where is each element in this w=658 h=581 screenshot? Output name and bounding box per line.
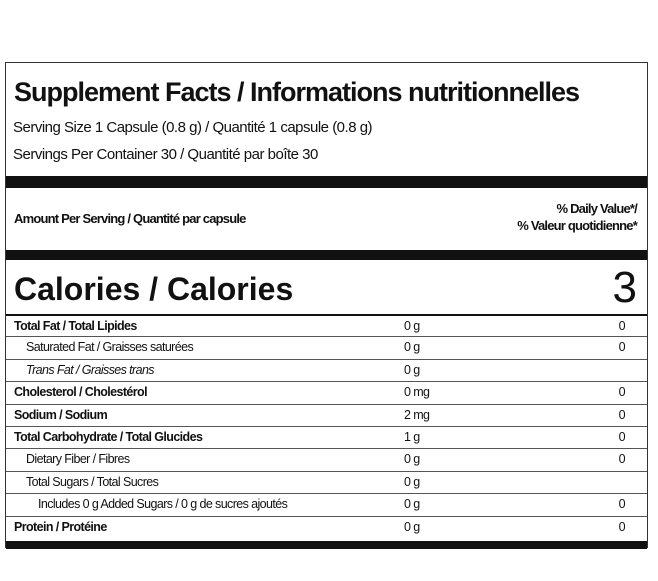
nutrient-name: Sodium / Sodium bbox=[14, 407, 108, 422]
nutrient-row: Sodium / Sodium 2 mg 0 bbox=[6, 403, 647, 427]
nutrient-row: Total Fat / Total Lipides 0 g 0 bbox=[6, 314, 647, 338]
nutrient-row: Saturated Fat / Graisses saturées 0 g 0 bbox=[6, 336, 647, 359]
nutrient-amount: 0 g bbox=[404, 519, 420, 534]
nutrient-dv: 0 bbox=[618, 319, 626, 333]
nutrient-row: Total Carbohydrate / Total Glucides 1 g 0 bbox=[6, 426, 647, 449]
nutrient-amount: 0 g bbox=[404, 340, 420, 355]
nutrient-row: Cholesterol / Cholestérol 0 mg 0 bbox=[6, 381, 647, 404]
nutrient-amount: 0 mg bbox=[404, 385, 430, 400]
dv-header: % Daily Value*/ bbox=[556, 201, 638, 216]
title: Supplement Facts / Informations nutritio… bbox=[14, 77, 580, 107]
amount-header: Amount Per Serving / Quantité par capsul… bbox=[14, 211, 246, 226]
facts-panel: Supplement Facts / Informations nutritio… bbox=[5, 62, 648, 549]
nutrient-dv: 0 bbox=[618, 407, 626, 422]
calories-value: 3 bbox=[612, 263, 637, 312]
nutrient-dv: 0 bbox=[618, 497, 626, 512]
nutrient-dv: 0 bbox=[618, 340, 626, 355]
nutrient-row: Total Sugars / Total Sucres 0 g bbox=[6, 470, 647, 494]
dv-header-fr: % Valeur quotidienne* bbox=[517, 218, 638, 233]
calories-label: Calories / Calories bbox=[14, 271, 294, 307]
nutrient-amount: 2 mg bbox=[404, 407, 430, 422]
nutrient-row: Protein / Protéine 0 g 0 bbox=[6, 515, 647, 539]
servings-per-container: Servings Per Container 30 / Quantité par… bbox=[13, 146, 318, 163]
nutrient-amount: 0 g bbox=[404, 474, 420, 489]
divider bbox=[6, 541, 647, 549]
nutrient-name: Cholesterol / Cholestérol bbox=[14, 385, 148, 400]
nutrient-name: Dietary Fiber / Fibres bbox=[26, 452, 130, 467]
nutrient-name: Total Sugars / Total Sucres bbox=[26, 474, 159, 489]
nutrient-name: Total Fat / Total Lipides bbox=[14, 319, 137, 333]
nutrient-row: Trans Fat / Graisses trans 0 g bbox=[6, 358, 647, 382]
nutrient-name: Includes 0 g Added Sugars / 0 g de sucre… bbox=[38, 497, 288, 512]
nutrient-amount: 0 g bbox=[404, 452, 420, 467]
nutrient-name: Protein / Protéine bbox=[14, 519, 107, 534]
nutrient-name: Trans Fat / Graisses trans bbox=[26, 362, 155, 377]
nutrient-row: Dietary Fiber / Fibres 0 g 0 bbox=[6, 448, 647, 471]
divider bbox=[6, 250, 647, 260]
divider bbox=[6, 176, 647, 188]
nutrient-dv: 0 bbox=[618, 430, 626, 444]
serving-size: Serving Size 1 Capsule (0.8 g) / Quantit… bbox=[13, 119, 373, 136]
nutrient-dv: 0 bbox=[618, 452, 626, 467]
nutrient-name: Total Carbohydrate / Total Glucides bbox=[14, 430, 203, 444]
nutrient-amount: 0 g bbox=[404, 319, 420, 333]
nutrient-amount: 0 g bbox=[404, 497, 420, 512]
nutrient-row: Includes 0 g Added Sugars / 0 g de sucre… bbox=[6, 493, 647, 516]
nutrient-dv: 0 bbox=[618, 519, 626, 534]
nutrient-name: Saturated Fat / Graisses saturées bbox=[26, 340, 194, 355]
nutrient-amount: 0 g bbox=[404, 362, 420, 377]
nutrient-amount: 1 g bbox=[404, 430, 420, 444]
nutrient-dv: 0 bbox=[618, 385, 626, 400]
